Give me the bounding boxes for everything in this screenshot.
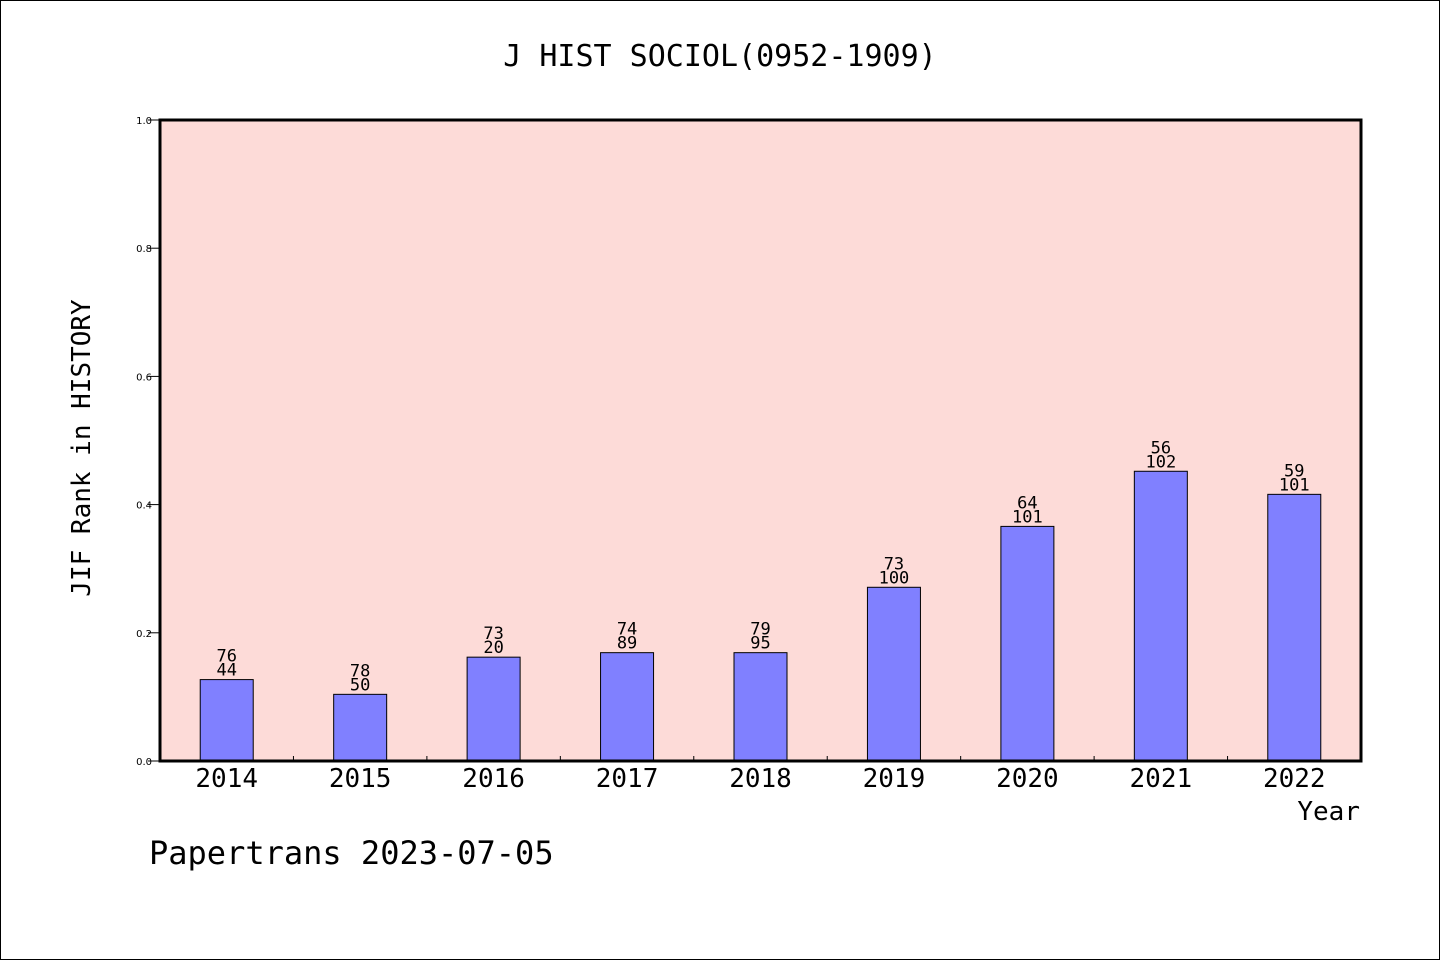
bar-rank-label: 56 xyxy=(1151,438,1171,458)
bar-2017 xyxy=(600,652,655,762)
bar-rank-label: 73 xyxy=(884,554,904,574)
x-tick-label: 2018 xyxy=(729,764,792,794)
y-tick-label: 1.0 xyxy=(136,116,152,127)
bar-2014 xyxy=(199,679,254,762)
bar-rank-label: 76 xyxy=(216,647,236,667)
bar-rank-label: 79 xyxy=(750,620,770,640)
bar-total-label: 101 xyxy=(1012,507,1043,527)
x-tick-label: 2017 xyxy=(596,764,659,794)
y-tick-label: 0.6 xyxy=(136,372,152,383)
bar-total-label: 101 xyxy=(1279,475,1310,495)
bars-group xyxy=(199,470,1322,762)
bar-2020 xyxy=(1000,525,1055,762)
bar-rank-label: 74 xyxy=(617,620,637,640)
x-axis-label: Year xyxy=(1297,797,1360,827)
bar-rank-label: 78 xyxy=(350,661,370,681)
bar-2018 xyxy=(733,652,788,762)
y-axis-label: JIF Rank in HISTORY xyxy=(67,299,97,597)
bar-total-label: 100 xyxy=(879,568,910,588)
y-tick-label: 0.8 xyxy=(136,244,152,255)
x-tick-label: 2022 xyxy=(1263,764,1326,794)
x-tick-label: 2020 xyxy=(996,764,1059,794)
y-tick-label: 0.0 xyxy=(136,757,152,768)
bar-2016 xyxy=(466,656,521,762)
bar-total-label: 89 xyxy=(617,634,637,654)
bar-2015 xyxy=(333,693,388,762)
x-tick-label: 2015 xyxy=(329,764,392,794)
bar-2022 xyxy=(1267,493,1322,762)
bar-total-label: 50 xyxy=(350,675,370,695)
x-tick-label: 2019 xyxy=(863,764,926,794)
bar-2019 xyxy=(866,586,921,762)
x-tick-label: 2021 xyxy=(1130,764,1193,794)
bar-total-label: 102 xyxy=(1145,452,1176,472)
plot-border xyxy=(158,118,1363,763)
chart-title: J HIST SOCIOL(0952-1909) xyxy=(503,39,936,74)
bar-total-label: 44 xyxy=(216,661,236,681)
x-tick-label: 2014 xyxy=(195,764,258,794)
bar-rank-label: 73 xyxy=(483,624,503,644)
footer-stamp: Papertrans 2023-07-05 xyxy=(149,834,554,872)
bar-total-label: 95 xyxy=(750,634,770,654)
y-axis: 0.0 0.2 0.4 0.6 0.8 1.0 xyxy=(136,116,160,768)
x-tick-label: 2016 xyxy=(462,764,525,794)
bar-rank-label: 59 xyxy=(1284,461,1304,481)
x-axis: 2014 2015 2016 2017 2018 2019 2020 2021 2022 xyxy=(195,756,1326,794)
y-tick-label: 0.4 xyxy=(136,501,152,512)
bar-total-label: 20 xyxy=(483,638,503,658)
bar-2021 xyxy=(1133,470,1188,762)
bar-rank-label: 64 xyxy=(1017,493,1037,513)
y-tick-label: 0.2 xyxy=(136,629,152,640)
